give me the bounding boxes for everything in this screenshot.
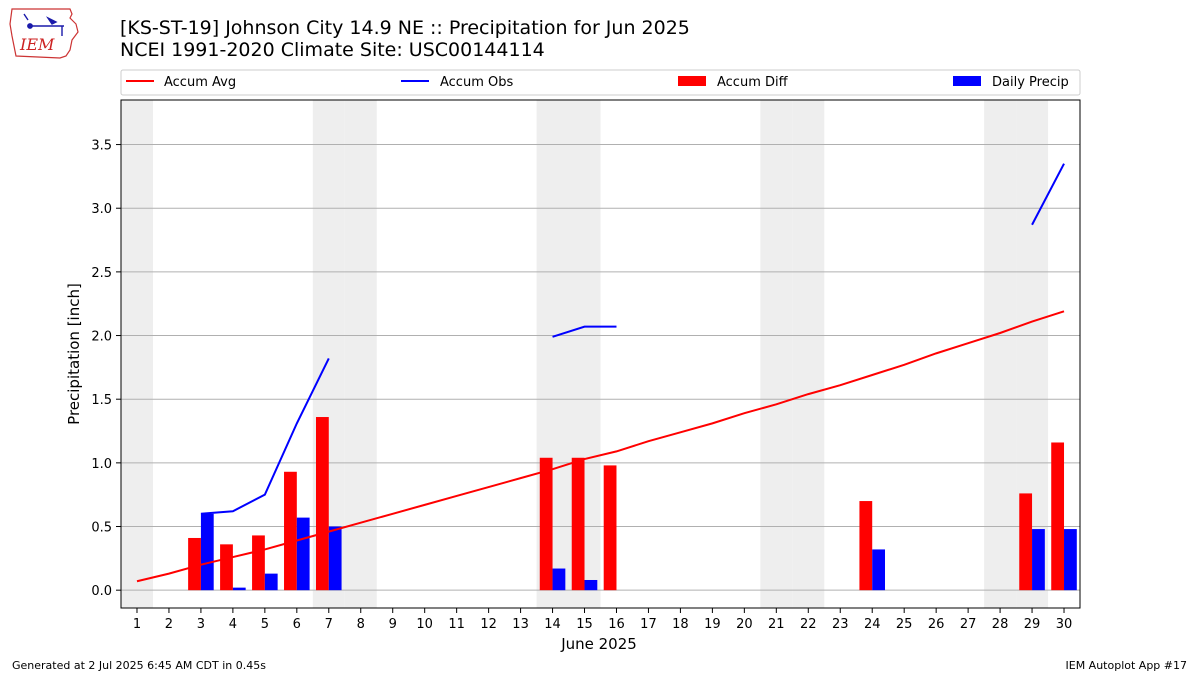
y-tick-label: 1.5 [91,393,112,408]
bar-accum-diff [1019,493,1033,591]
weekend-shade-day-1 [121,100,153,608]
line-accum-obs [200,358,330,515]
bar-accum-diff [603,465,617,591]
weekend-shade-day-28 [984,100,1017,608]
x-tick-label: 14 [544,617,561,632]
iem-logo: IEM [9,8,79,59]
x-tick-label: 6 [293,617,301,632]
legend-label-accum-obs: Accum Obs [440,75,513,90]
bar-accum-diff [859,501,873,591]
weekend-shading [121,100,1049,608]
x-tick-label: 1 [133,617,141,632]
legend-swatch-daily-precip [953,76,981,86]
y-axis-ticks: 0.0 0.5 1.0 1.5 2.0 2.5 3.0 3.5 [91,139,121,599]
bar-accum-diff [188,537,201,591]
legend-swatch-accum-diff [678,76,706,86]
x-tick-label: 24 [864,617,881,632]
weekend-shade-day-21 [760,100,793,608]
iowa-state-outline [9,8,79,59]
logo-text: IEM [19,35,55,54]
x-tick-label: 16 [608,617,625,632]
y-axis-label: Precipitation [inch] [65,283,83,425]
bar-daily-precip [872,549,886,591]
chart-subtitle: NCEI 1991-2020 Climate Site: USC00144114 [120,39,545,61]
x-tick-label: 5 [261,617,269,632]
x-tick-label: 9 [389,617,397,632]
x-tick-label: 29 [1024,617,1041,632]
bar-daily-precip [200,513,214,591]
weather-station-icon [23,13,64,36]
line-accum-obs [1031,163,1065,226]
x-tick-label: 11 [448,617,465,632]
footer-app-text: IEM Autoplot App #17 [1065,659,1188,672]
bar-daily-precip [296,517,310,591]
bars [188,417,1077,591]
bar-accum-diff [284,471,297,591]
weekend-shade-day-22 [792,100,825,608]
bar-daily-precip [552,568,566,591]
legend-label-accum-avg: Accum Avg [164,75,236,90]
legend-box [120,69,1081,96]
bar-accum-diff [315,417,329,591]
x-tick-label: 22 [800,617,817,632]
x-tick-label: 19 [704,617,721,632]
footer-generated-text: Generated at 2 Jul 2025 6:45 AM CDT in 0… [12,659,266,672]
bar-daily-precip [1032,529,1045,591]
y-tick-label: 3.0 [91,202,112,217]
x-tick-label: 23 [832,617,849,632]
y-tick-label: 2.5 [91,266,112,281]
x-tick-label: 18 [672,617,689,632]
chart-title: [KS-ST-19] Johnson City 14.9 NE :: Preci… [120,17,690,39]
x-tick-label: 10 [416,617,433,632]
x-tick-label: 8 [357,617,365,632]
plot-frame [120,99,1081,609]
legend: Accum Avg Accum Obs Accum Diff Daily Pre… [120,69,1081,96]
bar-accum-diff [539,457,553,591]
x-tick-label: 2 [165,617,173,632]
x-tick-label: 3 [197,617,205,632]
x-axis-ticks: 1 2 3 4 5 6 7 8 9 10 11 12 13 14 15 16 17 18 19 20 21 22 23 24 2… [133,608,1072,632]
x-tick-label: 7 [325,617,333,632]
y-tick-label: 0.5 [91,521,112,536]
x-tick-label: 27 [960,617,977,632]
y-tick-label: 1.0 [91,457,112,472]
x-tick-label: 17 [640,617,657,632]
x-tick-label: 13 [512,617,529,632]
grid-lines [121,144,1080,591]
bar-accum-diff [220,544,233,591]
x-axis-label: June 2025 [560,635,637,653]
y-tick-label: 2.0 [91,330,112,345]
legend-label-daily-precip: Daily Precip [992,75,1069,90]
weekend-shade-day-8 [344,100,377,608]
bar-daily-precip [1064,529,1077,591]
bar-accum-diff [571,457,585,591]
x-tick-label: 15 [576,617,593,632]
y-tick-label: 0.0 [91,584,112,599]
x-tick-label: 28 [992,617,1009,632]
legend-label-accum-diff: Accum Diff [717,75,789,90]
bar-accum-diff [252,535,265,591]
y-tick-label: 3.5 [91,139,112,154]
bar-accum-diff [1051,442,1065,591]
x-tick-label: 20 [736,617,753,632]
x-tick-label: 12 [480,617,497,632]
bar-daily-precip [584,579,598,591]
x-tick-label: 25 [896,617,913,632]
series-lines [136,163,1065,583]
line-accum-obs [552,325,617,338]
bar-daily-precip [232,587,246,591]
x-tick-label: 26 [928,617,945,632]
x-tick-label: 30 [1056,617,1073,632]
x-tick-label: 4 [229,617,237,632]
bar-daily-precip [328,526,342,591]
line-accum-avg [136,310,1065,583]
bar-daily-precip [264,573,278,591]
x-tick-label: 21 [768,617,785,632]
